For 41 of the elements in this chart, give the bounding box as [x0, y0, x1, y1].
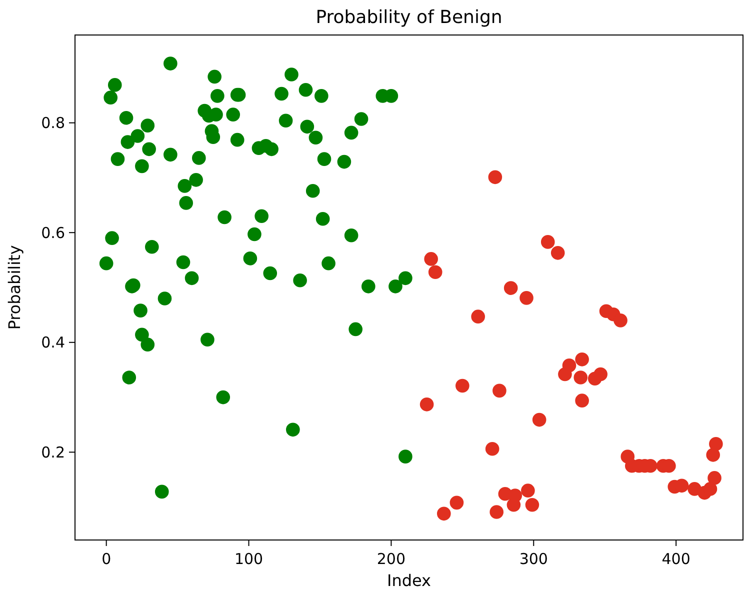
- point: [485, 442, 500, 456]
- point: [456, 378, 470, 393]
- point: [488, 170, 502, 184]
- y-tick-label: 0.2: [41, 443, 65, 462]
- point: [540, 235, 555, 249]
- point: [574, 370, 588, 384]
- point: [424, 252, 438, 266]
- x-tick-label: 300: [519, 550, 548, 568]
- point: [614, 314, 628, 328]
- y-axis-title: Probability: [5, 245, 24, 330]
- chart-title: Probability of Benign: [316, 7, 502, 28]
- point: [504, 281, 518, 295]
- point: [562, 358, 576, 372]
- point: [709, 437, 723, 451]
- point: [471, 310, 485, 324]
- y-tick-label: 0.8: [41, 114, 65, 132]
- x-tick-label: 400: [662, 550, 690, 568]
- x-axis-title: Index: [386, 571, 432, 590]
- point: [521, 484, 535, 498]
- x-tick-label: 100: [234, 550, 264, 568]
- point: [490, 505, 504, 519]
- point: [706, 448, 720, 462]
- point: [508, 488, 522, 502]
- point: [575, 394, 589, 408]
- point: [550, 246, 565, 260]
- y-tick-label: 0.4: [41, 334, 65, 352]
- point: [436, 506, 451, 521]
- point: [708, 471, 722, 485]
- point: [520, 291, 534, 305]
- point: [532, 412, 546, 427]
- point: [450, 496, 464, 510]
- point: [492, 384, 506, 398]
- point: [525, 498, 540, 512]
- point: [420, 398, 434, 412]
- x-tick-label: 200: [376, 550, 406, 568]
- point: [428, 265, 442, 280]
- point: [594, 367, 608, 382]
- point: [575, 352, 589, 366]
- x-tick-label: 0: [102, 550, 112, 568]
- point: [703, 482, 718, 496]
- y-tick-label: 0.6: [41, 224, 65, 242]
